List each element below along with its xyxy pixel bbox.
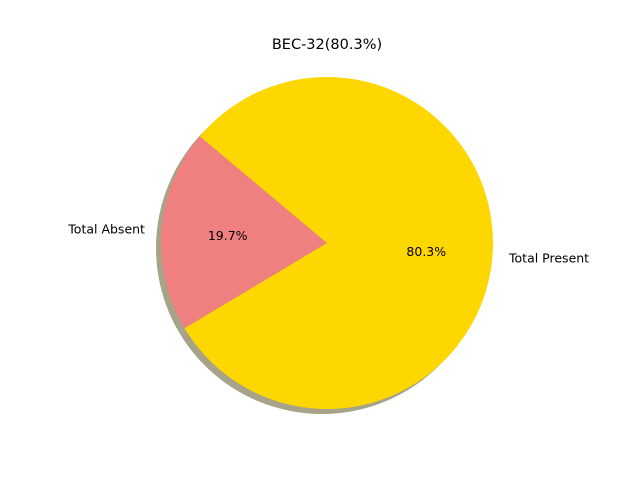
slice-label-total-present: Total Present [508, 250, 589, 265]
pie-slices [160, 77, 493, 409]
slice-label-total-absent: Total Absent [67, 222, 145, 237]
slice-total-present [184, 77, 493, 409]
chart-title: BEC-32(80.3%) [272, 37, 382, 53]
slice-total-absent [160, 136, 327, 329]
slice-pct-total-present: 80.3% [406, 244, 446, 259]
slice-pct-total-absent: 19.7% [208, 228, 248, 243]
pie-labels: Total Absent 19.7% Total Present 80.3% [67, 222, 589, 266]
